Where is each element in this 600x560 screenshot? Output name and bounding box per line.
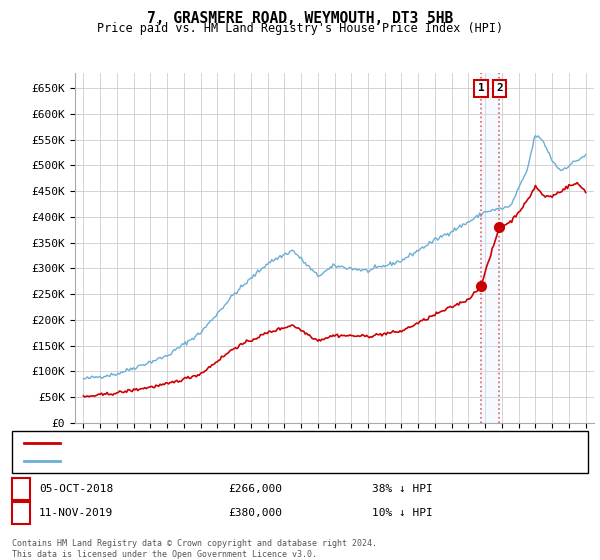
Text: 38% ↓ HPI: 38% ↓ HPI (372, 484, 433, 494)
Text: Contains HM Land Registry data © Crown copyright and database right 2024.
This d: Contains HM Land Registry data © Crown c… (12, 539, 377, 559)
Text: Price paid vs. HM Land Registry's House Price Index (HPI): Price paid vs. HM Land Registry's House … (97, 22, 503, 35)
Text: 1: 1 (17, 482, 25, 496)
Text: 7, GRASMERE ROAD, WEYMOUTH, DT3 5HB (detached house): 7, GRASMERE ROAD, WEYMOUTH, DT3 5HB (det… (66, 438, 391, 448)
Text: £266,000: £266,000 (228, 484, 282, 494)
Text: 10% ↓ HPI: 10% ↓ HPI (372, 508, 433, 518)
Text: 7, GRASMERE ROAD, WEYMOUTH, DT3 5HB: 7, GRASMERE ROAD, WEYMOUTH, DT3 5HB (147, 11, 453, 26)
Text: 05-OCT-2018: 05-OCT-2018 (39, 484, 113, 494)
Text: £380,000: £380,000 (228, 508, 282, 518)
Bar (481, 73, 499, 423)
Text: 2: 2 (496, 83, 503, 94)
Text: HPI: Average price, detached house, Dorset: HPI: Average price, detached house, Dors… (66, 456, 329, 466)
Text: 1: 1 (478, 83, 484, 94)
Text: 2: 2 (17, 506, 25, 520)
Text: 11-NOV-2019: 11-NOV-2019 (39, 508, 113, 518)
